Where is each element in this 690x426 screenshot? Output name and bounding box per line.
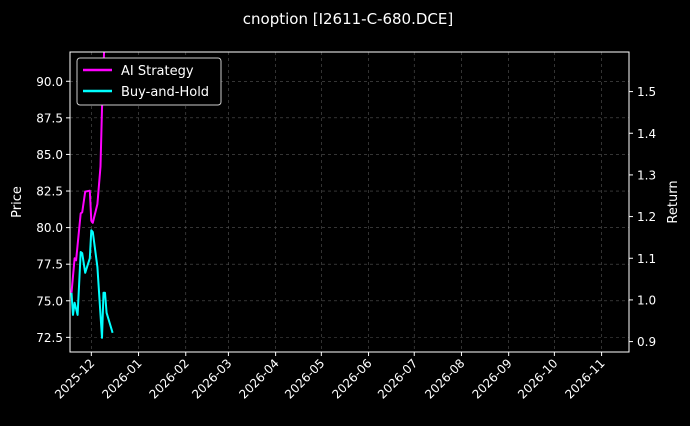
y2-axis-label: Return: [666, 180, 681, 223]
y-tick-label: 72.5: [36, 331, 63, 345]
legend-label-buy-and-hold: Buy-and-Hold: [121, 85, 209, 100]
x-tick-label: 2026-06: [329, 356, 374, 401]
y2-tick-label: 1.4: [637, 127, 656, 141]
y-tick-label: 82.5: [36, 185, 63, 199]
legend-label-ai-strategy: AI Strategy: [121, 64, 194, 79]
series-lines: [70, 52, 114, 339]
x-tick-label: 2026-09: [469, 356, 514, 401]
y2-tick-label: 0.9: [637, 335, 656, 349]
x-tick-label: 2026-04: [236, 356, 281, 401]
x-tick-label: 2025-12: [52, 356, 97, 401]
chart-title: cnoption [I2611-C-680.DCE]: [243, 10, 453, 28]
y-tick-label: 85.0: [36, 148, 63, 162]
y-tick-label: 75.0: [36, 294, 63, 308]
x-tick-label: 2026-01: [99, 356, 144, 401]
series-line-buy-and-hold: [70, 229, 114, 339]
y2-tick-label: 1.3: [637, 168, 656, 182]
x-tick-label: 2026-05: [282, 356, 327, 401]
x-tick-label: 2026-03: [189, 356, 234, 401]
y2-tick-label: 1.0: [637, 293, 656, 307]
x-tick-label: 2026-10: [515, 356, 560, 401]
y2-tick-label: 1.1: [637, 252, 656, 266]
x-tick-label: 2026-07: [375, 356, 420, 401]
grid: [70, 52, 629, 352]
y-tick-label: 77.5: [36, 258, 63, 272]
plot-frame: [69, 51, 630, 353]
y2-tick-label: 1.2: [637, 210, 656, 224]
y-tick-label: 90.0: [36, 75, 63, 89]
series-line-ai-strategy: [70, 52, 106, 293]
x-tick-label: 2026-02: [147, 356, 192, 401]
y-tick-label: 87.5: [36, 111, 63, 125]
y-tick-label: 80.0: [36, 221, 63, 235]
x-tick-label: 2026-11: [562, 356, 607, 401]
legend: AI Strategy Buy-and-Hold: [76, 57, 222, 106]
y2-tick-label: 1.5: [637, 85, 656, 99]
y-axis-label: Price: [10, 186, 25, 218]
x-tick-label: 2026-08: [422, 356, 467, 401]
